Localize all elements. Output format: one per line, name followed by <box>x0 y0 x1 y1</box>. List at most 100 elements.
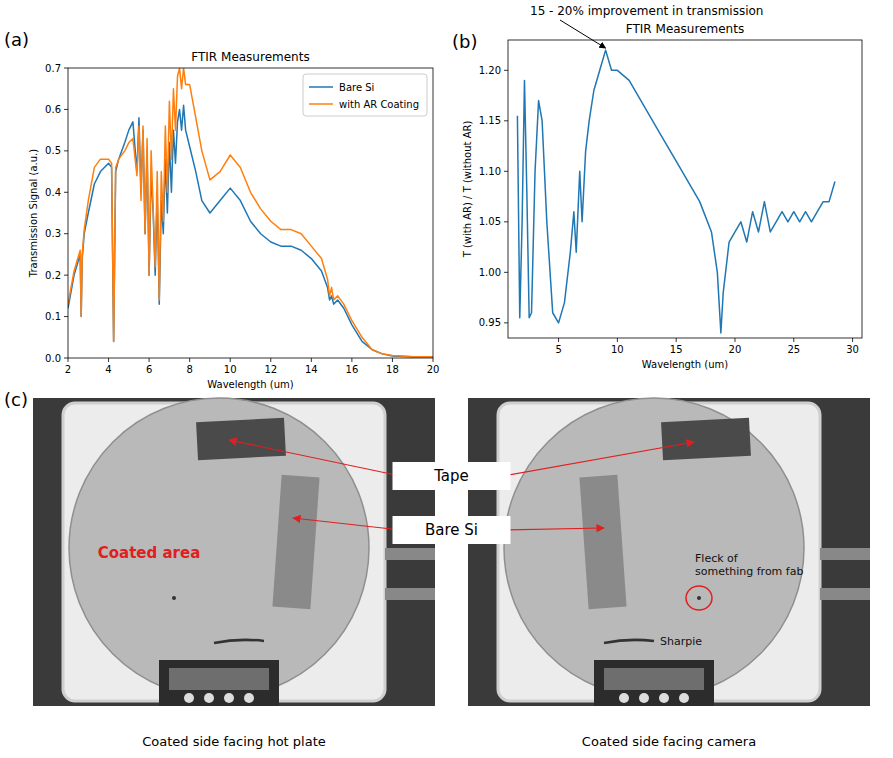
x-tick-label: 5 <box>555 344 561 355</box>
holder <box>594 660 714 706</box>
y-tick <box>504 70 508 71</box>
y-tick <box>504 221 508 222</box>
x-tick-label: 10 <box>224 364 237 375</box>
series-line <box>517 50 835 333</box>
fleck-circle <box>686 586 712 610</box>
panel-letter: (a) <box>4 29 29 50</box>
y-tick <box>64 150 68 151</box>
legend-box <box>303 74 427 116</box>
y-tick-label: 0.95 <box>479 317 501 328</box>
y-tick <box>64 316 68 317</box>
series-group <box>68 68 433 357</box>
x-tick <box>230 358 231 362</box>
bare-si <box>272 475 319 609</box>
x-tick <box>558 338 559 342</box>
x-tick-label: 15 <box>670 344 683 355</box>
y-tick-label: 1.05 <box>479 216 501 227</box>
y-tick-label: 1.10 <box>479 166 501 177</box>
x-tick-label: 6 <box>146 364 152 375</box>
x-tick <box>676 338 677 342</box>
legend: Bare Si with AR Coating <box>303 74 427 116</box>
x-tick <box>617 338 618 342</box>
x-tick <box>108 358 109 362</box>
holder-hole <box>224 693 234 703</box>
chart: (b)FTIR Measurements510152025300.951.001… <box>452 4 862 370</box>
x-tick-label: 12 <box>264 364 277 375</box>
y-tick <box>64 358 68 359</box>
photo-label: Coated area <box>98 544 201 562</box>
x-tick <box>734 338 735 342</box>
series-group <box>517 50 835 333</box>
x-tick-label: 30 <box>846 344 859 355</box>
x-tick-label: 18 <box>386 364 399 375</box>
plot-frame <box>508 40 862 338</box>
fleck <box>172 596 176 600</box>
y-tick-label: 0.5 <box>45 145 61 156</box>
chart-title: FTIR Measurements <box>191 50 309 64</box>
holder <box>159 660 279 706</box>
x-tick <box>793 338 794 342</box>
y-tick-label: 0.6 <box>45 104 61 115</box>
holder-hole <box>244 693 254 703</box>
x-tick-label: 4 <box>105 364 111 375</box>
tape <box>661 418 751 461</box>
y-axis-title: T (with AR) / T (without AR) <box>462 121 473 259</box>
callout-box <box>393 516 511 544</box>
tape <box>196 418 286 461</box>
chart: (a)FTIR Measurements24681012141618200.00… <box>4 29 439 390</box>
bracket <box>385 588 435 600</box>
x-tick <box>270 358 271 362</box>
y-tick <box>504 272 508 273</box>
holder-part <box>604 668 704 690</box>
legend-swatch <box>309 86 333 88</box>
x-tick <box>351 358 352 362</box>
callout-box <box>393 462 511 490</box>
label-line: Fleck of <box>695 552 739 565</box>
legend-label: with AR Coating <box>339 99 419 110</box>
x-tick <box>189 358 190 362</box>
callout-arrow <box>503 442 695 476</box>
photo-background <box>468 398 870 706</box>
x-tick <box>311 358 312 362</box>
plot-frame <box>68 68 433 358</box>
wafer <box>504 398 804 698</box>
photo-caption: Coated side facing camera <box>582 734 756 749</box>
legend-label: Bare Si <box>339 82 374 93</box>
photo <box>33 398 435 706</box>
annotation-text: 15 - 20% improvement in transmission <box>530 4 763 18</box>
y-tick <box>504 171 508 172</box>
label-line: something from fab <box>695 565 803 578</box>
x-tick-label: 8 <box>186 364 192 375</box>
annotation-arrow <box>560 20 606 48</box>
y-tick-label: 0.3 <box>45 228 61 239</box>
y-tick <box>64 275 68 276</box>
x-tick-label: 14 <box>305 364 318 375</box>
x-tick-label: 16 <box>346 364 359 375</box>
holder-hole <box>204 693 214 703</box>
series-line <box>68 68 433 357</box>
x-tick <box>149 358 150 362</box>
y-tick-label: 0.4 <box>45 187 61 198</box>
x-tick <box>392 358 393 362</box>
photo-label: Sharpie <box>660 635 702 648</box>
panel-letter: (b) <box>452 31 477 52</box>
x-tick-label: 20 <box>427 364 440 375</box>
photo <box>468 398 870 706</box>
y-tick <box>64 233 68 234</box>
bracket <box>820 588 870 600</box>
x-tick <box>852 338 853 342</box>
y-tick <box>64 109 68 110</box>
x-tick-label: 20 <box>729 344 742 355</box>
y-tick-label: 0.0 <box>45 353 61 364</box>
callout-label: Bare Si <box>425 521 478 539</box>
holder-hole <box>184 693 194 703</box>
legend-swatch <box>309 103 333 105</box>
y-tick <box>64 192 68 193</box>
photo-caption: Coated side facing hot plate <box>142 734 326 749</box>
holder-part <box>169 668 269 690</box>
holder-hole <box>619 693 629 703</box>
x-tick-label: 25 <box>787 344 800 355</box>
panel-letter: (c) <box>4 389 28 410</box>
figure: (a)FTIR Measurements24681012141618200.00… <box>0 0 893 758</box>
callout-arrow <box>293 518 401 530</box>
